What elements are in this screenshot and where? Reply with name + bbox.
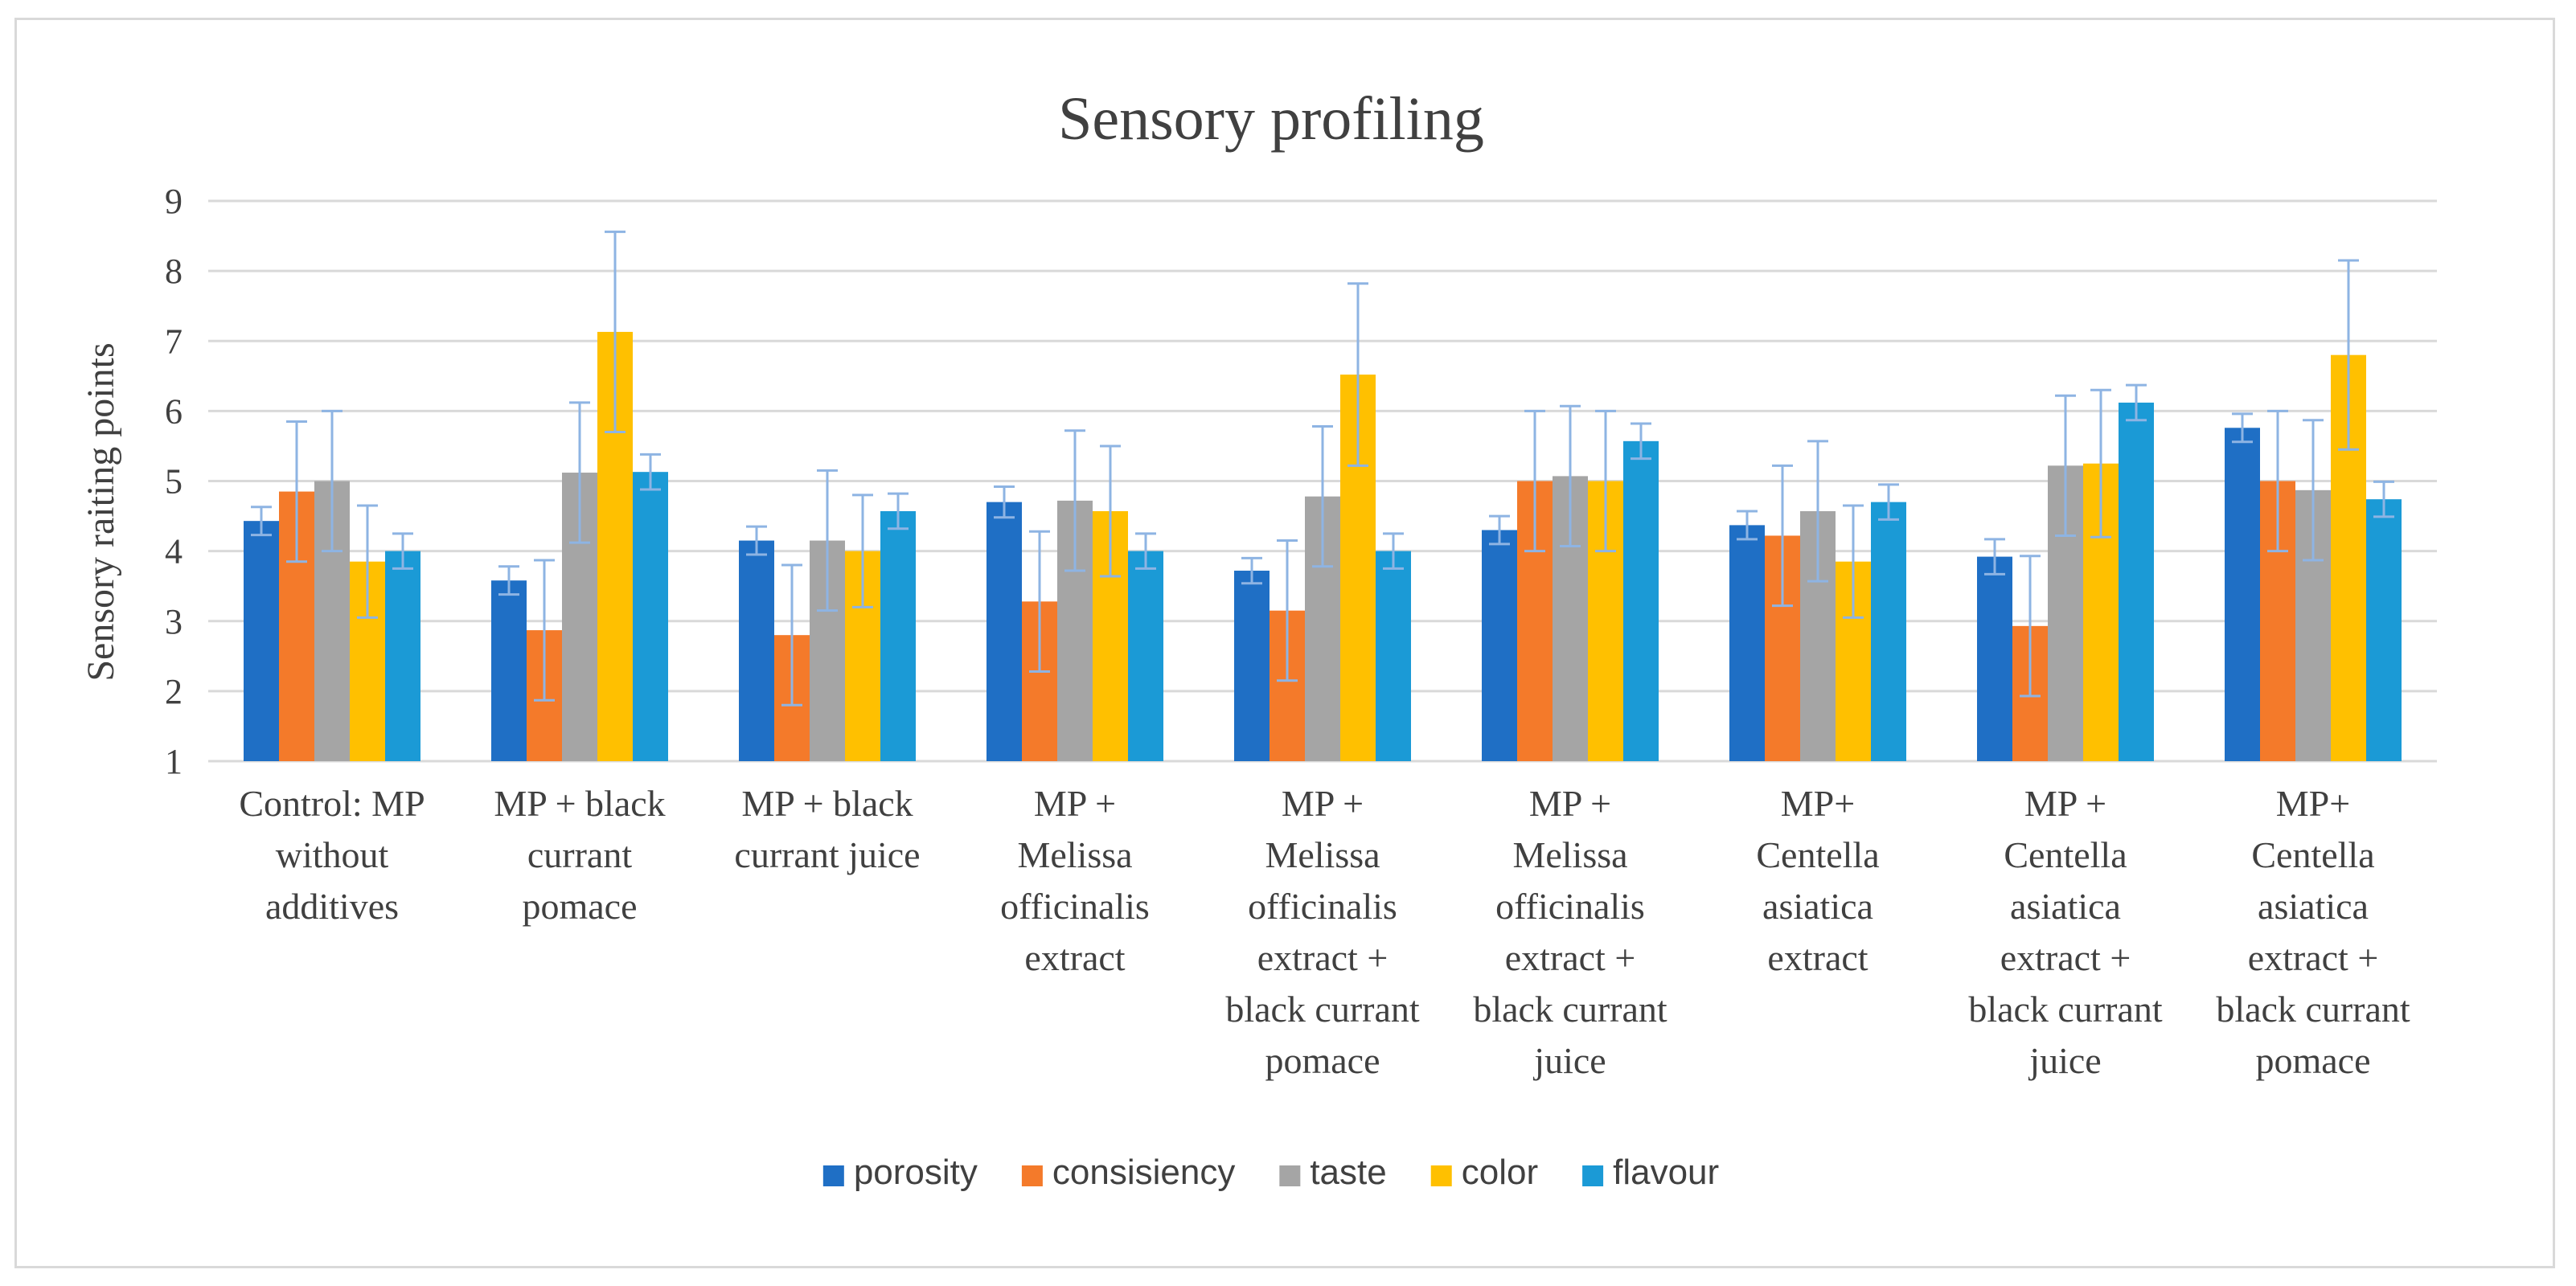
bar-porosity bbox=[491, 580, 527, 761]
category-label-line: Melissa bbox=[1017, 834, 1132, 875]
legend-swatch bbox=[1582, 1165, 1604, 1186]
category-label-line: black currant bbox=[1473, 989, 1667, 1030]
category-label-line: extract + bbox=[1505, 937, 1636, 978]
category-label-line: asiatica bbox=[2010, 886, 2121, 927]
category-label-line: MP+ bbox=[2276, 783, 2350, 824]
y-axis-title: Sensory raiting points bbox=[80, 342, 122, 681]
category-label: MP + Melissa officinalis extract bbox=[1000, 783, 1150, 978]
legend-swatch bbox=[1430, 1165, 1452, 1186]
bar-flavour bbox=[385, 551, 420, 761]
legend-label: taste bbox=[1310, 1153, 1386, 1192]
bar-flavour bbox=[880, 510, 916, 761]
chart-title: Sensory profiling bbox=[1058, 85, 1484, 153]
category-label-line: Centella bbox=[2251, 834, 2374, 875]
bar-flavour bbox=[1623, 440, 1659, 761]
category-label-line: pomace bbox=[2255, 1040, 2370, 1081]
legend-swatch bbox=[1021, 1165, 1043, 1186]
category-label-line: Control: MP bbox=[239, 783, 425, 824]
legend-swatch bbox=[822, 1165, 844, 1186]
bar-porosity bbox=[2225, 428, 2260, 761]
category-label-line: officinalis bbox=[1495, 886, 1645, 927]
y-tick-label: 1 bbox=[165, 742, 183, 781]
y-tick-label: 5 bbox=[165, 462, 183, 502]
category-label: MP+ Centella asiatica extract bbox=[1756, 783, 1879, 978]
category-label-line: black currant bbox=[2216, 989, 2410, 1030]
category-label-line: without bbox=[276, 834, 389, 875]
y-tick-label: 6 bbox=[165, 391, 183, 431]
legend-label: consisiency bbox=[1052, 1153, 1235, 1192]
bar-porosity bbox=[1234, 571, 1270, 761]
category-label: Control: MP without additives bbox=[239, 783, 425, 927]
bar-porosity bbox=[1482, 530, 1517, 761]
bar-porosity bbox=[244, 521, 279, 761]
category-label-line: officinalis bbox=[1000, 886, 1150, 927]
bar-flavour bbox=[1128, 551, 1163, 761]
y-axis-ticks: 1 2 3 4 5 6 7 8 9 bbox=[165, 182, 183, 781]
category-label-line: extract + bbox=[1257, 937, 1388, 978]
category-label-line: MP + bbox=[2024, 783, 2106, 824]
legend-item-consisiency: consisiency bbox=[1021, 1153, 1235, 1192]
category-label-line: extract bbox=[1767, 937, 1868, 978]
chart-frame: Sensory profiling Sensory raiting points… bbox=[14, 18, 2555, 1268]
bar-porosity bbox=[987, 502, 1022, 761]
category-label-line: extract + bbox=[2000, 937, 2131, 978]
category-label-line: asiatica bbox=[2258, 886, 2369, 927]
category-label-line: MP + bbox=[1282, 783, 1364, 824]
category-label-line: MP + black bbox=[494, 783, 665, 824]
bar-flavour bbox=[2366, 499, 2402, 761]
category-label-line: MP + black bbox=[741, 783, 913, 824]
category-label: MP+ Centella asiatica extract + black curran… bbox=[2216, 783, 2410, 1081]
legend-item-taste: taste bbox=[1279, 1153, 1387, 1192]
y-tick-label: 4 bbox=[165, 532, 183, 571]
category-label-line: extract bbox=[1024, 937, 1125, 978]
bar-flavour bbox=[2119, 402, 2154, 761]
legend-label: color bbox=[1462, 1153, 1538, 1192]
category-label-line: pomace bbox=[522, 886, 637, 927]
category-label-line: currant juice bbox=[734, 834, 920, 875]
category-label-line: Melissa bbox=[1512, 834, 1627, 875]
category-label-line: juice bbox=[1532, 1040, 1606, 1081]
category-label-line: officinalis bbox=[1248, 886, 1397, 927]
category-label-line: asiatica bbox=[1762, 886, 1873, 927]
category-label-line: additives bbox=[265, 886, 399, 927]
sensory-profiling-chart: Sensory profiling Sensory raiting points… bbox=[80, 85, 2437, 1192]
category-label-line: Centella bbox=[1756, 834, 1879, 875]
bar-porosity bbox=[1729, 525, 1765, 761]
category-label-line: MP + bbox=[1529, 783, 1611, 824]
category-label-line: MP+ bbox=[1781, 783, 1855, 824]
bar-porosity bbox=[1977, 556, 2012, 761]
legend-item-color: color bbox=[1430, 1153, 1538, 1192]
y-tick-label: 7 bbox=[165, 322, 183, 361]
category-label: MP + Melissa officinalis extract + black cur… bbox=[1225, 783, 1420, 1081]
category-label: MP + Centella asiatica extract + black curra… bbox=[1968, 783, 2163, 1081]
category-label-line: Melissa bbox=[1265, 834, 1380, 875]
category-label-line: pomace bbox=[1265, 1040, 1380, 1081]
y-tick-label: 3 bbox=[165, 602, 183, 641]
category-label: MP + Melissa officinalis extract + black cur… bbox=[1473, 783, 1667, 1081]
category-label-line: juice bbox=[2028, 1040, 2101, 1081]
bar-flavour bbox=[1376, 551, 1411, 761]
category-label: MP + black currant pomace bbox=[494, 783, 665, 927]
legend-item-porosity: porosity bbox=[822, 1153, 978, 1192]
bar-flavour bbox=[1871, 502, 1906, 761]
y-tick-label: 8 bbox=[165, 252, 183, 291]
legend-item-flavour: flavour bbox=[1582, 1153, 1719, 1192]
category-label-line: extract + bbox=[2248, 937, 2379, 978]
y-tick-label: 2 bbox=[165, 672, 183, 711]
category-labels: Control: MP without additives MP + black cur… bbox=[239, 783, 2410, 1081]
category-label-line: MP + bbox=[1034, 783, 1116, 824]
legend-label: porosity bbox=[854, 1153, 978, 1192]
category-label-line: Centella bbox=[2004, 834, 2127, 875]
category-label: MP + black currant juice bbox=[734, 783, 920, 875]
category-label-line: black currant bbox=[1968, 989, 2163, 1030]
error-bars bbox=[251, 230, 2394, 706]
legend-label: flavour bbox=[1613, 1153, 1719, 1192]
y-tick-label: 9 bbox=[165, 182, 183, 221]
legend: porosity consisiency taste color flavour bbox=[822, 1153, 1719, 1192]
category-label-line: black currant bbox=[1225, 989, 1420, 1030]
bar-flavour bbox=[633, 472, 668, 761]
bar-porosity bbox=[739, 540, 774, 761]
legend-swatch bbox=[1279, 1165, 1301, 1186]
category-label-line: currant bbox=[527, 834, 632, 875]
